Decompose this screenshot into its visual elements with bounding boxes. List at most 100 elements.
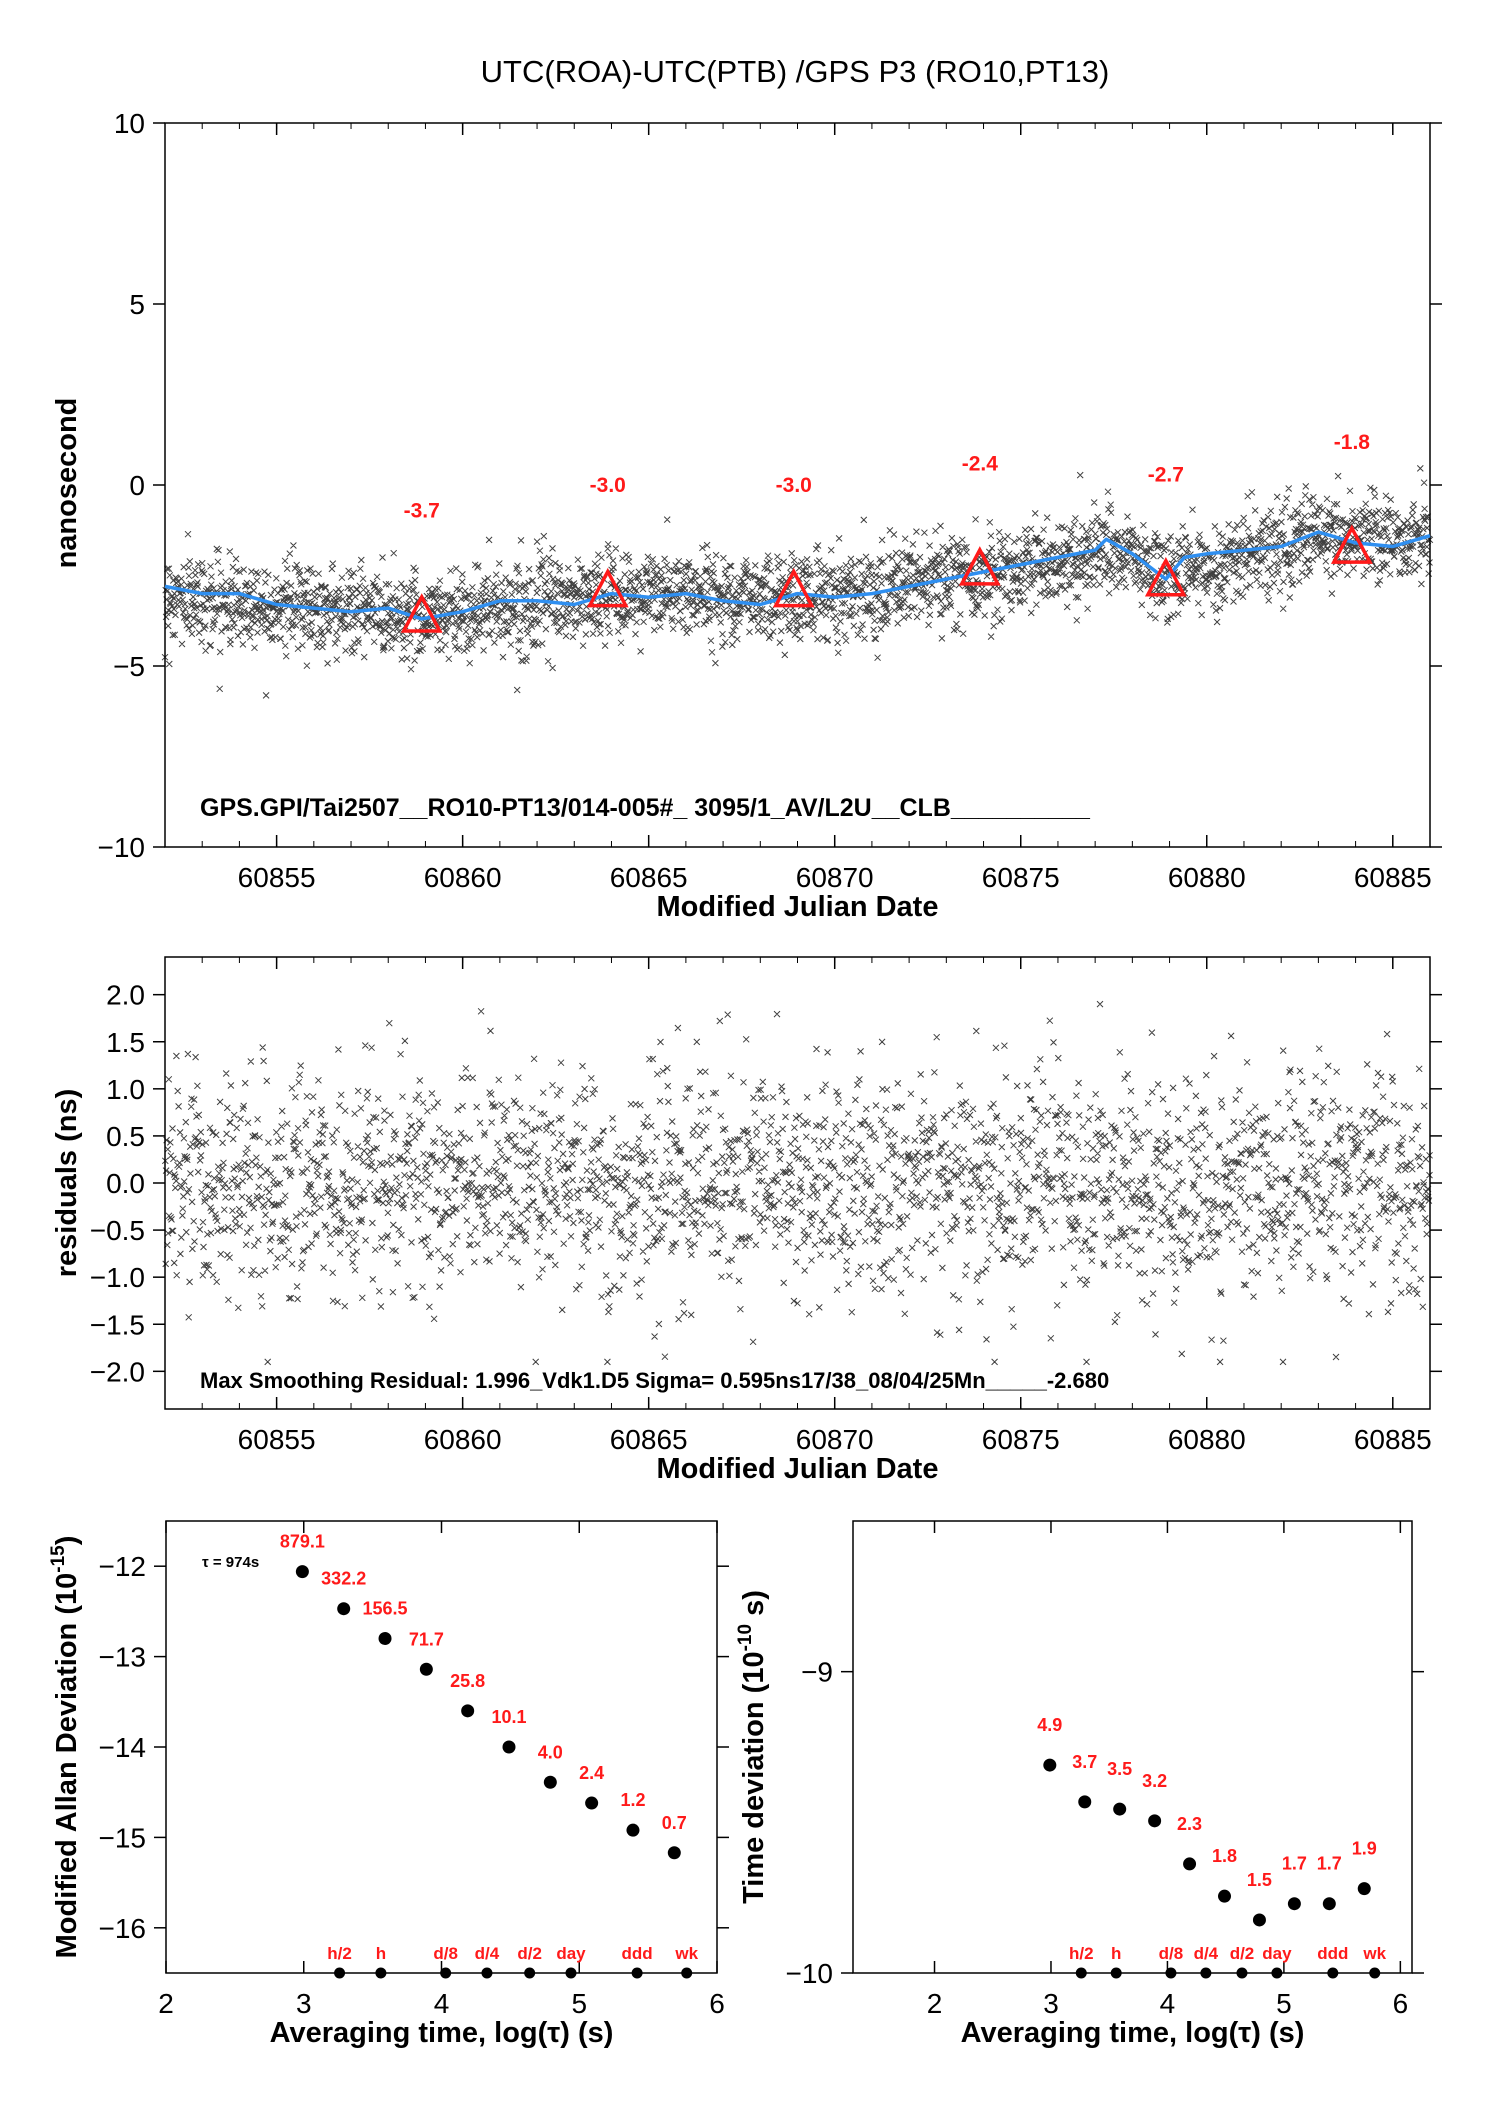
x-tick-label: 3 — [296, 1988, 312, 2019]
deviation-point — [337, 1602, 351, 1616]
time-series-panel: 60855 60860 60865 60870 60875 60880 60885 −10 −5… — [51, 108, 1442, 923]
deviation-value-label: 3.2 — [1142, 1771, 1167, 1791]
y-tick-label: −1.5 — [90, 1309, 145, 1340]
deviation-value-label: 25.8 — [450, 1671, 485, 1691]
deviation-point — [502, 1740, 516, 1754]
y-axis-title: Modified Allan Deviation (10-15) — [48, 1536, 83, 1959]
deviation-value-label: 1.7 — [1282, 1854, 1307, 1874]
y-tick-label: 10 — [114, 108, 145, 139]
deviation-point — [667, 1846, 681, 1860]
tau-label: τ = 974s — [202, 1554, 259, 1571]
deviation-point — [1357, 1882, 1371, 1896]
y-tick-label: 1.0 — [106, 1074, 145, 1105]
interval-label: h/2 — [327, 1944, 352, 1963]
interval-label: day — [1262, 1944, 1292, 1963]
y-tick-label: −2.0 — [90, 1356, 145, 1387]
interval-label: d/2 — [1230, 1944, 1255, 1963]
interval-label: d/8 — [1159, 1944, 1184, 1963]
x-tick-label: 3 — [1043, 1988, 1059, 2019]
deviation-point — [543, 1775, 557, 1789]
deviation-point — [585, 1796, 599, 1810]
x-tick-label: 6 — [709, 1988, 725, 2019]
y-tick-label: 2.0 — [106, 980, 145, 1011]
interval-label: d/4 — [1194, 1944, 1219, 1963]
y-axis-title: residuals (ns) — [51, 1089, 83, 1278]
interval-label: wk — [674, 1944, 698, 1963]
x-tick-label: 60865 — [610, 862, 688, 893]
deviation-value-label: 4.9 — [1037, 1715, 1062, 1735]
x-tick-label: 60860 — [424, 1424, 502, 1455]
y-tick-label: −10 — [98, 832, 146, 863]
x-tick-label: 60885 — [1354, 862, 1432, 893]
y-tick-label: 0 — [129, 470, 145, 501]
deviation-point — [1252, 1913, 1266, 1927]
deviation-value-label: 2.4 — [579, 1763, 604, 1783]
smoothed-line — [164, 530, 1431, 621]
x-tick-label: 4 — [434, 1988, 450, 2019]
x-tick-label: 5 — [1276, 1988, 1292, 2019]
y-tick-label: −5 — [113, 651, 145, 682]
triangle-marker — [958, 546, 1001, 586]
y-tick-label: 0.0 — [106, 1168, 145, 1199]
triangle-marker — [1330, 524, 1373, 564]
interval-label: wk — [1362, 1944, 1386, 1963]
deviation-point — [1183, 1857, 1197, 1871]
y-tick-label: −15 — [99, 1822, 147, 1853]
x-tick-label: 60885 — [1354, 1424, 1432, 1455]
deviation-point — [1113, 1802, 1127, 1816]
deviation-value-label: 1.7 — [1317, 1854, 1342, 1874]
data-points — [161, 465, 1434, 699]
deviation-value-label: 1.5 — [1247, 1870, 1272, 1890]
deviation-point — [378, 1632, 392, 1646]
y-tick-label: −10 — [786, 1958, 834, 1989]
annotation-text: Max Smoothing Residual: 1.996_Vdk1.D5 Si… — [200, 1368, 1109, 1393]
triangle-marker — [772, 567, 815, 608]
y-tick-label: 1.5 — [106, 1027, 145, 1058]
triangle-value-label: -3.7 — [404, 500, 440, 523]
interval-marker — [1327, 1967, 1339, 1979]
interval-marker — [440, 1967, 452, 1979]
interval-label: h/2 — [1069, 1944, 1094, 1963]
figure-title: UTC(ROA)-UTC(PTB) /GPS P3 (RO10,PT13) — [481, 54, 1110, 89]
deviation-point — [1218, 1889, 1232, 1903]
x-tick-label: 60875 — [982, 862, 1060, 893]
deviation-value-label: 1.8 — [1212, 1846, 1237, 1866]
plot-frame — [852, 1520, 1413, 1974]
x-tick-label: 4 — [1160, 1988, 1176, 2019]
y-tick-label: −14 — [99, 1732, 147, 1763]
x-tick-label: 60855 — [238, 1424, 316, 1455]
interval-marker — [1165, 1967, 1177, 1979]
interval-marker — [1075, 1967, 1087, 1979]
x-axis-title: Averaging time, log(τ) (s) — [270, 2017, 614, 2049]
time-deviation-panel: 2 3 4 5 6 −10 −9 Averaging time, log(τ) (s) Time… — [735, 1520, 1424, 2049]
x-tick-label: 6 — [1393, 1988, 1409, 2019]
interval-marker — [1236, 1967, 1248, 1979]
deviation-point — [1148, 1814, 1162, 1828]
x-axis-title: Modified Julian Date — [657, 891, 939, 923]
x-tick-label: 2 — [927, 1988, 943, 2019]
interval-label: h — [376, 1944, 386, 1963]
interval-marker — [631, 1967, 643, 1979]
y-tick-label: −13 — [99, 1642, 147, 1673]
interval-marker — [481, 1967, 493, 1979]
interval-marker — [1200, 1967, 1212, 1979]
interval-label: day — [556, 1944, 586, 1963]
deviation-point — [1322, 1897, 1336, 1911]
residual-points — [161, 1000, 1433, 1366]
deviation-value-label: 71.7 — [409, 1629, 444, 1649]
triangle-marker — [1144, 556, 1187, 597]
deviation-value-label: 3.5 — [1107, 1759, 1132, 1779]
triangle-value-label: -2.7 — [1148, 463, 1184, 486]
deviation-value-label: 1.9 — [1352, 1839, 1377, 1859]
deviation-point — [1043, 1758, 1057, 1772]
y-tick-label: −0.5 — [90, 1215, 145, 1246]
x-tick-label: 60870 — [796, 1424, 874, 1455]
interval-marker — [565, 1967, 577, 1979]
interval-label: ddd — [1317, 1944, 1348, 1963]
x-axis-title: Modified Julian Date — [657, 1453, 939, 1485]
triangle-value-label: -3.0 — [776, 474, 812, 497]
x-tick-label: 60855 — [238, 862, 316, 893]
deviation-value-label: 879.1 — [280, 1532, 325, 1552]
triangle-value-label: -1.8 — [1334, 431, 1371, 454]
